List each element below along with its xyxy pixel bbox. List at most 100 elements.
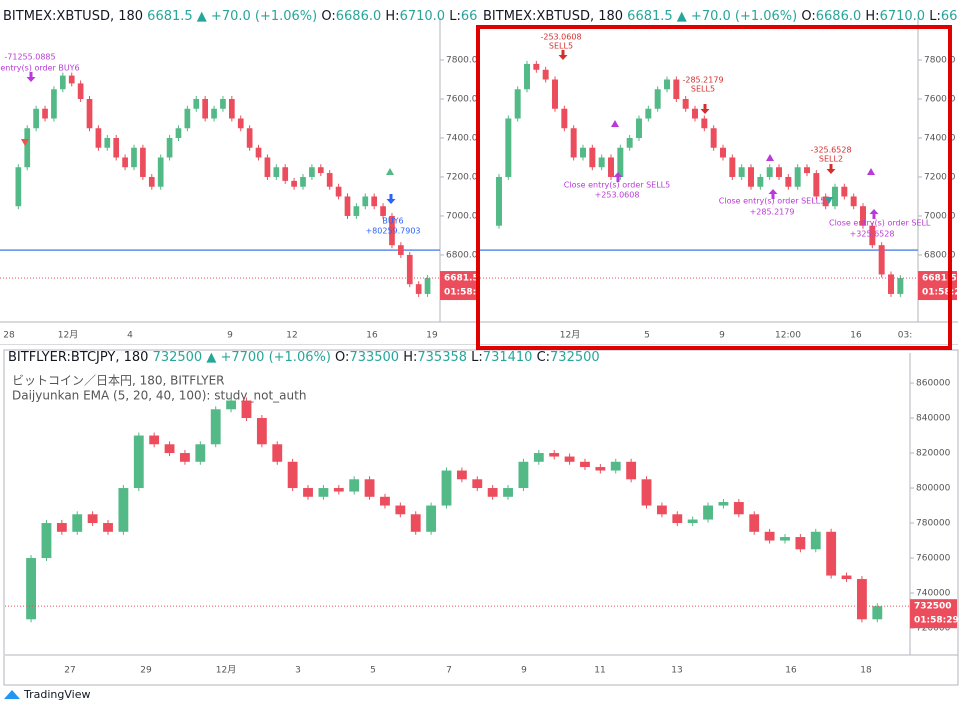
- candle: [272, 444, 283, 462]
- candle: [309, 167, 315, 177]
- candle: [720, 147, 726, 158]
- y-tick-label: 7400.0: [924, 133, 956, 143]
- y-tick-label: 6800.0: [446, 250, 478, 260]
- candle: [175, 128, 182, 138]
- candle: [804, 167, 810, 174]
- candle: [813, 173, 820, 197]
- candle: [273, 167, 280, 177]
- y-tick-label: 7000.0: [924, 211, 956, 221]
- candle: [664, 79, 670, 90]
- y-tick-label: 780000: [916, 519, 951, 529]
- candle: [157, 157, 164, 187]
- candle: [542, 69, 549, 80]
- candle: [59, 75, 66, 90]
- candle: [785, 176, 792, 187]
- candle: [333, 488, 344, 492]
- header-part: 6686.0: [336, 9, 382, 24]
- candle: [103, 523, 113, 532]
- candle: [810, 531, 821, 550]
- candle: [503, 488, 513, 497]
- candle: [287, 461, 298, 489]
- candle: [850, 196, 857, 207]
- candle: [56, 523, 67, 532]
- logo: [4, 690, 20, 699]
- candle: [33, 108, 39, 129]
- candle: [641, 479, 652, 506]
- candle: [406, 254, 413, 285]
- candle: [282, 167, 289, 181]
- header-part: H:: [381, 9, 399, 24]
- candle: [300, 176, 306, 187]
- candle: [780, 537, 790, 541]
- candle: [184, 108, 191, 129]
- trade-annotation: +285.2179: [750, 208, 795, 217]
- candle: [226, 400, 237, 410]
- candle: [364, 479, 375, 497]
- x-tick-label: 27: [64, 666, 75, 676]
- candle: [148, 176, 155, 187]
- candle: [77, 83, 84, 100]
- candle: [552, 79, 558, 109]
- candle: [51, 89, 57, 119]
- candle: [202, 99, 209, 119]
- header-part: L:: [467, 350, 483, 365]
- candle: [682, 99, 689, 109]
- candle: [140, 147, 146, 177]
- header-part: 732500: [550, 350, 600, 365]
- y-tick-label: 7000.0: [446, 211, 478, 221]
- y-tick-label: 7800.0: [924, 56, 956, 66]
- y-tick-label: 760000: [916, 554, 951, 564]
- candle: [220, 99, 226, 109]
- candle: [869, 225, 876, 246]
- signal-marker: [558, 50, 568, 60]
- candle: [472, 479, 483, 489]
- header-part: O:: [331, 350, 350, 365]
- candle: [533, 63, 540, 70]
- signal-marker: [869, 209, 879, 219]
- x-tick-label: 16: [850, 331, 862, 341]
- x-tick-label: 12月: [560, 330, 580, 341]
- candle: [860, 206, 866, 226]
- signal-marker: [611, 120, 619, 127]
- candle: [757, 176, 764, 187]
- x-tick-label: 12月: [216, 665, 236, 676]
- y-tick-label: 720000: [916, 624, 951, 634]
- candle: [72, 514, 83, 532]
- study-legend: Daijyunkan EMA (5, 20, 40, 100): study_n…: [12, 389, 306, 403]
- candle: [456, 470, 467, 480]
- candle: [654, 89, 661, 109]
- y-tick-label: 7200.0: [924, 172, 956, 182]
- candle: [335, 186, 342, 197]
- candle: [349, 479, 360, 492]
- header-part: 731410: [483, 350, 533, 365]
- y-tick-label: 7600.0: [446, 95, 478, 105]
- candle: [580, 461, 590, 468]
- candle: [291, 180, 297, 187]
- candle: [68, 75, 75, 84]
- trade-annotation: entry(s) order BUY6: [0, 64, 79, 73]
- candle: [764, 531, 775, 541]
- x-tick-label: 12: [286, 331, 297, 341]
- candle: [570, 128, 577, 158]
- x-tick-label: 11: [594, 666, 605, 676]
- y-tick-label: 7400.0: [446, 133, 478, 143]
- candle: [149, 435, 160, 445]
- candle: [24, 128, 31, 168]
- y-tick-label: 7800.0: [446, 56, 478, 66]
- footer-brand: TradingView: [23, 688, 90, 701]
- signal-marker: [386, 194, 396, 204]
- candle: [237, 118, 244, 129]
- header-part: 6686.0: [816, 9, 862, 24]
- candle: [738, 167, 745, 177]
- symbol-header: BITMEX:XBTUSD, 180 6681.5 ▲ +70.0 (+1.06…: [483, 9, 960, 24]
- candle: [131, 147, 137, 168]
- signal-marker: [766, 154, 774, 161]
- trade-annotation: +253.0608: [595, 191, 640, 200]
- candle: [795, 537, 806, 550]
- candle: [888, 274, 894, 294]
- price-tag-label: 732500: [914, 602, 952, 612]
- candle: [487, 488, 498, 497]
- candle: [164, 444, 175, 454]
- y-tick-label: 6800.0: [924, 250, 956, 260]
